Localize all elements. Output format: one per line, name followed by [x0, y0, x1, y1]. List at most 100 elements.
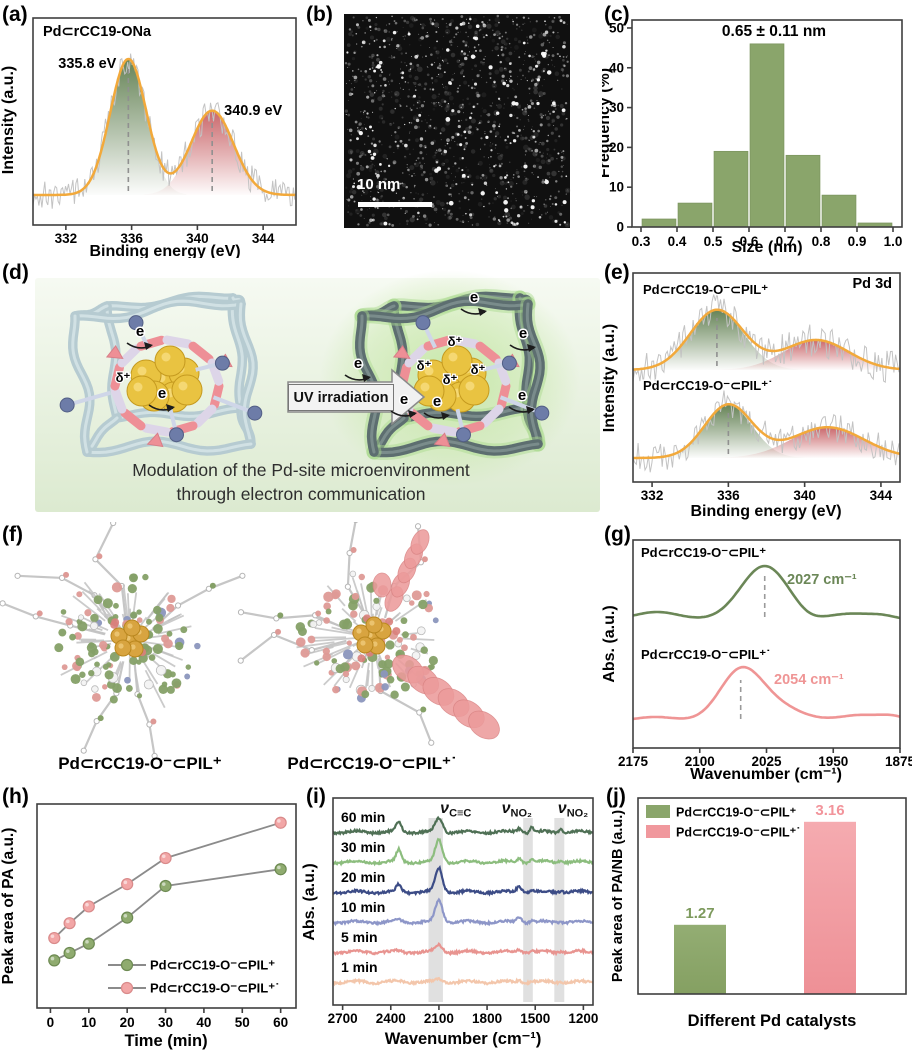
electron-label: e: [519, 325, 527, 342]
spin-density-lobe: [468, 710, 500, 740]
delta-plus-label: δ⁺: [443, 372, 458, 387]
delta-plus-label: δ⁺: [417, 358, 432, 373]
y-tick-label: 0: [616, 220, 624, 235]
axes-frame: [32, 17, 297, 226]
ftir-trace: [332, 815, 594, 837]
x-tick-label: 344: [870, 488, 893, 503]
bar-chart-svg: 1.27 3.16 Pd⊂rCC19-O⁻⊂PIL⁺ Pd⊂rCC19-O⁻⊂PIL⁺…: [612, 797, 907, 1030]
x-tick-label: 0.8: [812, 234, 831, 249]
data-point: [121, 878, 134, 891]
band-label: νC≡C: [440, 800, 471, 820]
scalebar: [358, 202, 432, 207]
comparison-bar: [804, 821, 856, 994]
band-label: νNO₂: [502, 800, 532, 820]
x-tick-label: 10: [81, 1015, 96, 1030]
x-tick-label: 336: [120, 231, 143, 246]
electron-label: e: [158, 385, 166, 402]
electron-label: e: [470, 289, 478, 306]
x-tick-label: 0.7: [776, 234, 795, 249]
scalebar-label: 10 nm: [357, 176, 401, 193]
panel-g-ftir: 2175 2100 2025 1950 1875 Wavenumber (cm⁻¹) Abs…: [602, 522, 912, 784]
panel-h-label: (h): [2, 785, 29, 808]
x-axis-label: Binding energy (eV): [690, 503, 841, 520]
panel-j-bar-chart: 1.27 3.16 Pd⊂rCC19-O⁻⊂PIL⁺ Pd⊂rCC19-O⁻⊂PIL⁺…: [612, 784, 912, 1052]
legend-swatch: [646, 805, 670, 818]
x-tick-label: 336: [717, 488, 740, 503]
histogram-bar: [641, 218, 677, 228]
y-axis-label: Peak area of PA (a.u.): [0, 828, 17, 985]
y-tick-label: 10: [609, 180, 624, 195]
x-axis-label: Wavenumber (cm⁻¹): [385, 1030, 542, 1048]
ftir-trace: [332, 865, 594, 897]
x-tick-label: 0: [47, 1015, 55, 1030]
electron-label: e: [433, 393, 441, 410]
x-tick-label: 0.5: [704, 234, 723, 249]
time-label: 30 min: [341, 839, 385, 855]
ftir-trace: [332, 941, 594, 957]
linker-sphere: [247, 405, 263, 421]
axes-frame: [631, 19, 903, 228]
linker-sphere: [534, 405, 550, 421]
data-point: [274, 863, 287, 876]
linker-sphere: [128, 315, 144, 331]
y-tick-label: 50: [609, 20, 624, 35]
ftir-curve: [632, 665, 901, 721]
data-point: [48, 931, 61, 945]
bar-value-label: 3.16: [815, 802, 844, 819]
data-point: [48, 954, 61, 967]
raw-signal: [633, 292, 900, 383]
time-label: 5 min: [341, 929, 378, 945]
histogram-svg: 0.3 0.4 0.5 0.6 0.7 0.8 0.9 1.0 0 10 20 30 40 50 Size …: [602, 19, 903, 256]
y-axis-label: Intensity (a.u.): [602, 324, 618, 432]
x-tick-label: 1.0: [884, 234, 903, 249]
linker-sphere: [501, 355, 517, 371]
x-axis-label: Different Pd catalysts: [688, 1012, 857, 1030]
histogram-bar: [713, 150, 749, 228]
legend-swatch: [646, 825, 670, 838]
time-label: 60 min: [341, 809, 385, 825]
histogram-bar: [821, 194, 857, 228]
linker-sphere: [59, 397, 75, 413]
structure-right-caption: Pd⊂rCC19-O⁻⊂PIL⁺˙: [287, 754, 457, 773]
data-point: [274, 816, 287, 829]
x-tick-label: 2700: [328, 1011, 358, 1026]
x-tick-label: 344: [252, 231, 275, 246]
y-axis-label: Peak area of PA/NB (a.u.): [612, 810, 626, 982]
ftir-series-svg: 60 min 30 min 20 min 10 min 5 min 1 min νC≡C νN…: [302, 797, 598, 1048]
peak1-label: 335.8 eV: [58, 56, 116, 72]
linker-sphere: [214, 355, 230, 371]
orbital-label: Pd 3d: [853, 276, 892, 292]
data-point: [159, 851, 172, 865]
uv-irradiation-label: UV irradiation: [288, 384, 394, 411]
electron-label: e: [400, 391, 408, 408]
molecule-cation: [0, 522, 246, 760]
data-point: [63, 917, 76, 930]
pd-atom: [114, 639, 132, 657]
series1-label: Pd⊂rCC19-O⁻⊂PIL⁺: [643, 282, 768, 297]
series2-label: Pd⊂rCC19-O⁻⊂PIL⁺˙: [641, 647, 770, 662]
band-label: νNO₂: [558, 800, 588, 820]
panel-d-label: (d): [2, 261, 29, 284]
panel-i-label: (i): [306, 785, 326, 808]
pd-atom: [123, 619, 141, 637]
y-tick-label: 20: [609, 140, 624, 155]
x-tick-label: 1950: [818, 754, 848, 769]
legend-label: Pd⊂rCC19-O⁻⊂PIL⁺˙: [150, 981, 279, 996]
data-point: [63, 946, 76, 960]
structures-svg: [0, 522, 500, 760]
scheme-caption-line1: Modulation of the Pd-site microenvironme…: [132, 460, 470, 480]
panel-b-tem: 10 nm: [302, 0, 602, 258]
x-tick-label: 0.6: [740, 234, 759, 249]
panel-f-label: (f): [2, 523, 23, 546]
xps-chart-e-svg: 332 336 340 344 Binding energy (eV) Intensity…: [602, 272, 901, 520]
panel-i-ftir-series: 60 min 30 min 20 min 10 min 5 min 1 min νC≡C νN…: [302, 784, 612, 1052]
time-label: 1 min: [341, 959, 378, 975]
scheme-caption-line2: through electron communication: [176, 484, 426, 504]
y-axis-label: Abs. (a.u.): [302, 863, 318, 940]
highlight-band: [523, 818, 533, 1002]
ftir-chart-svg: 2175 2100 2025 1950 1875 Wavenumber (cm⁻¹) Abs…: [602, 539, 912, 783]
y-tick-label: 40: [609, 60, 624, 75]
data-point: [159, 879, 172, 893]
data-point: [82, 900, 95, 913]
